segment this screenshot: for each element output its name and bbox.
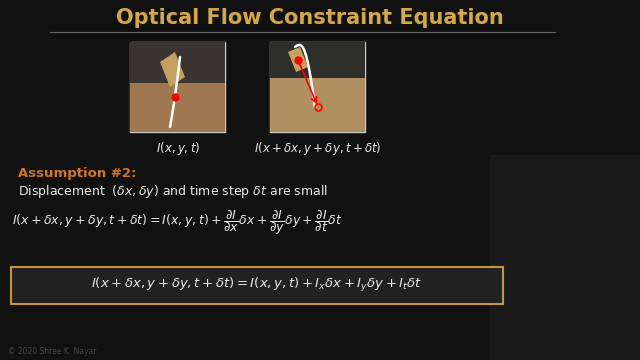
Bar — [270, 42, 365, 132]
Polygon shape — [288, 47, 308, 72]
Text: $I(x + \delta x, y + \delta y, t + \delta t) = I(x, y, t) + I_x\delta x + I_y\de: $I(x + \delta x, y + \delta y, t + \delt… — [92, 276, 423, 294]
Text: $I(x, y, t)$: $I(x, y, t)$ — [156, 140, 200, 157]
Bar — [130, 82, 225, 132]
Bar — [270, 78, 365, 132]
Polygon shape — [160, 52, 185, 87]
Text: Optical Flow Constraint Equation: Optical Flow Constraint Equation — [116, 8, 504, 28]
Text: Displacement  $(\delta x, \delta y)$ and time step $\delta t$ are small: Displacement $(\delta x, \delta y)$ and … — [18, 183, 328, 200]
Text: $I(x + \delta x, y + \delta y, t + \delta t)$: $I(x + \delta x, y + \delta y, t + \delt… — [254, 140, 382, 157]
Bar — [130, 42, 225, 82]
Text: Assumption #2:: Assumption #2: — [18, 167, 136, 180]
Text: © 2020 Shree K. Nayar: © 2020 Shree K. Nayar — [8, 347, 97, 356]
Text: $I(x + \delta x, y + \delta y, t + \delta t) = I(x, y, t) + \dfrac{\partial I}{\: $I(x + \delta x, y + \delta y, t + \delt… — [12, 208, 343, 237]
Bar — [130, 42, 225, 132]
Bar — [270, 42, 365, 78]
FancyBboxPatch shape — [11, 267, 503, 304]
Bar — [490, 155, 640, 360]
